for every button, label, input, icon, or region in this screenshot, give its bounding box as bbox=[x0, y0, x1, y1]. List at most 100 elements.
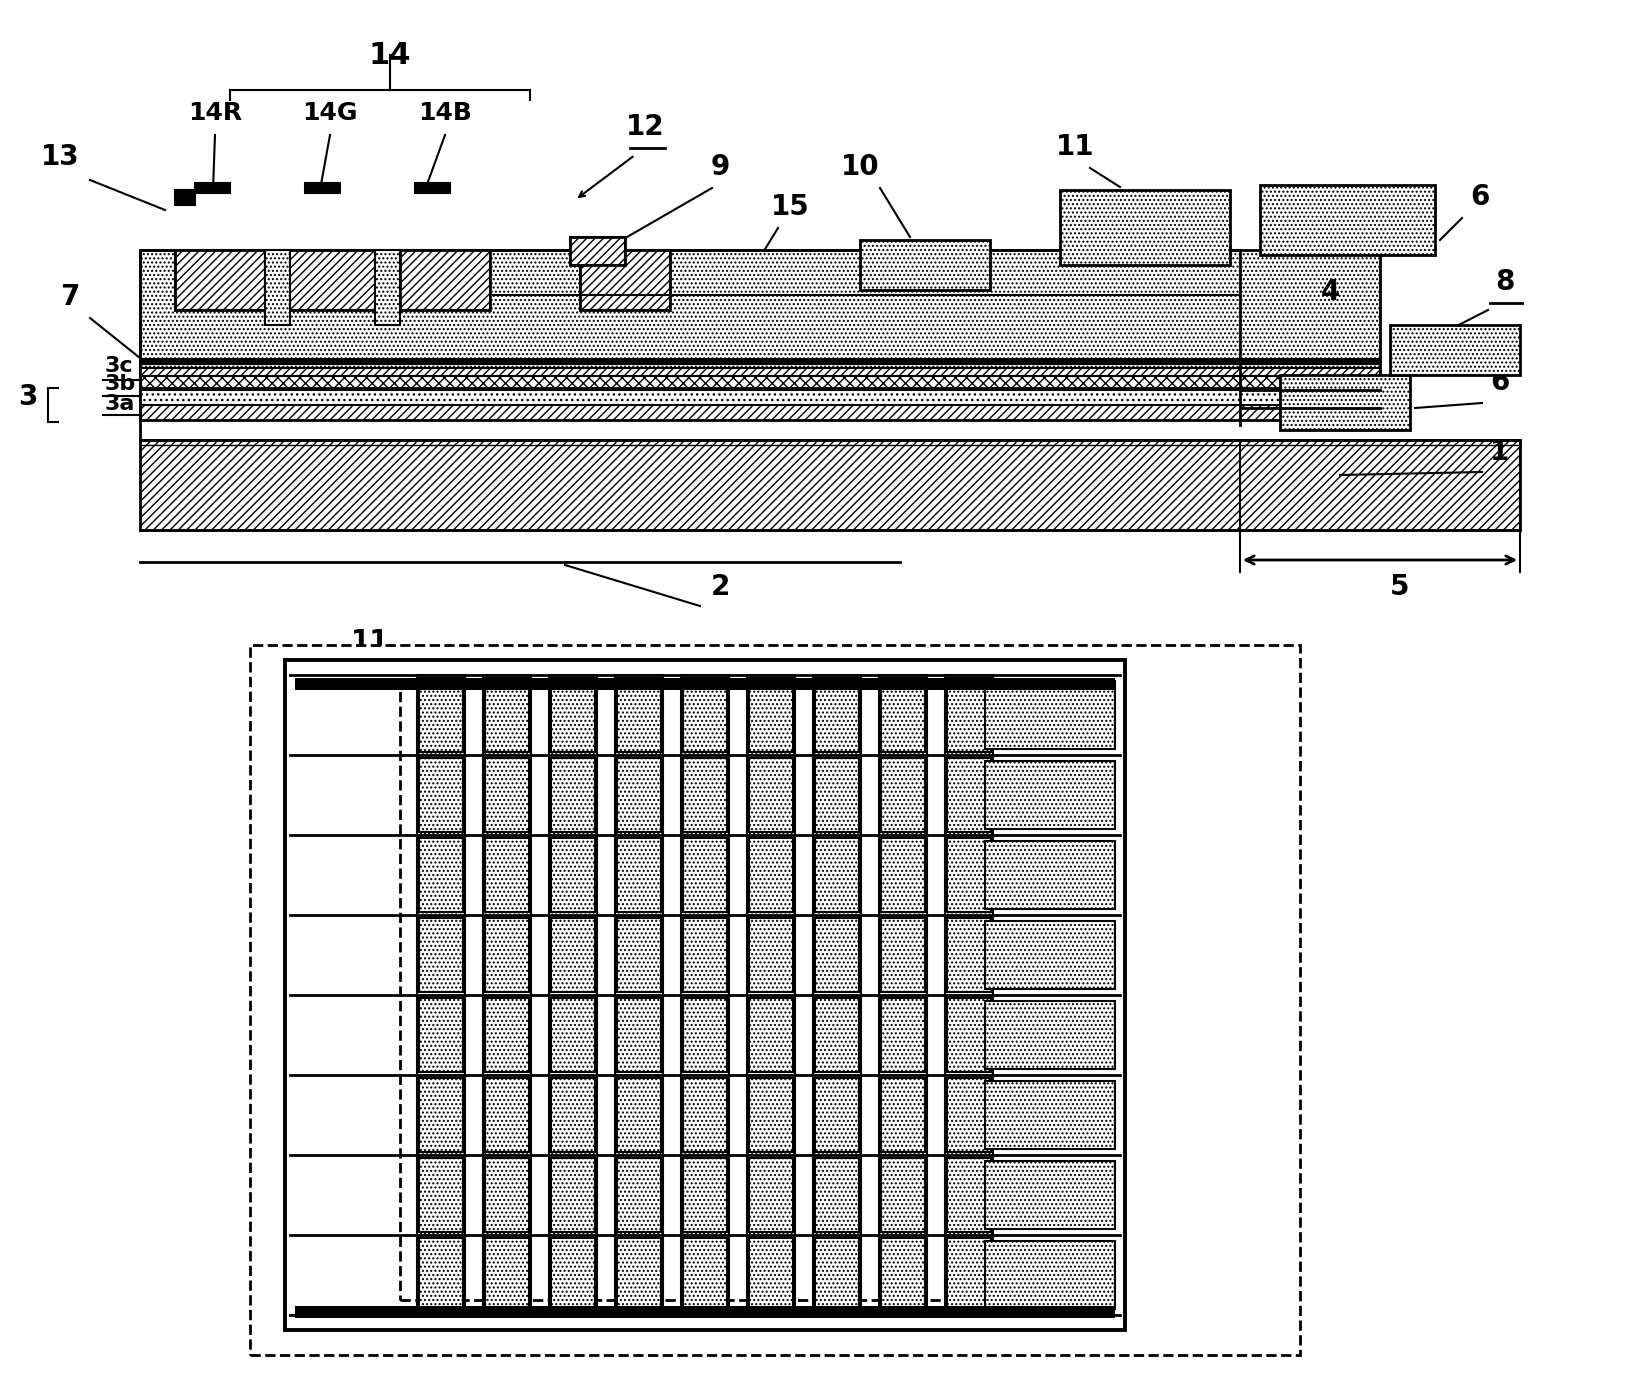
Bar bbox=[140, 371, 1380, 388]
Bar bbox=[485, 758, 529, 833]
Bar bbox=[617, 838, 661, 912]
Bar bbox=[881, 1079, 925, 1152]
Bar bbox=[986, 681, 1114, 749]
Bar bbox=[174, 190, 195, 204]
Bar bbox=[174, 250, 266, 310]
Bar bbox=[749, 678, 793, 752]
Bar bbox=[419, 917, 463, 992]
Text: 11: 11 bbox=[350, 628, 389, 656]
Bar bbox=[683, 838, 727, 912]
Bar bbox=[419, 1079, 463, 1152]
Text: 3: 3 bbox=[18, 384, 37, 411]
Text: 7: 7 bbox=[60, 284, 80, 311]
Bar bbox=[249, 645, 1300, 1355]
Text: 14: 14 bbox=[368, 40, 411, 70]
Bar bbox=[617, 1079, 661, 1152]
Text: 8: 8 bbox=[1495, 268, 1515, 296]
Bar bbox=[946, 678, 990, 752]
Bar bbox=[617, 998, 661, 1072]
Text: 10: 10 bbox=[841, 153, 880, 181]
Bar bbox=[814, 998, 858, 1072]
Text: 14R: 14R bbox=[187, 101, 243, 125]
Bar bbox=[617, 758, 661, 833]
Bar bbox=[617, 678, 661, 752]
Bar bbox=[375, 250, 401, 325]
Text: 15: 15 bbox=[270, 828, 310, 856]
Bar bbox=[295, 678, 1114, 689]
Bar bbox=[749, 1079, 793, 1152]
Text: 4: 4 bbox=[1321, 278, 1339, 306]
Bar bbox=[881, 1238, 925, 1312]
Text: 12: 12 bbox=[626, 113, 665, 140]
Bar bbox=[986, 1241, 1114, 1309]
Bar bbox=[946, 1158, 990, 1232]
Bar bbox=[285, 660, 1126, 1330]
Text: 4: 4 bbox=[1175, 833, 1194, 860]
Bar bbox=[683, 678, 727, 752]
Bar bbox=[551, 1238, 595, 1312]
Bar bbox=[946, 838, 990, 912]
Bar bbox=[419, 998, 463, 1072]
Bar bbox=[415, 183, 450, 193]
Bar bbox=[174, 250, 266, 310]
Bar bbox=[140, 441, 1520, 530]
Bar bbox=[401, 250, 490, 310]
Bar bbox=[580, 250, 670, 310]
Bar bbox=[814, 917, 858, 992]
Bar bbox=[881, 678, 925, 752]
Bar bbox=[1390, 325, 1520, 375]
Bar bbox=[140, 391, 1380, 404]
Bar bbox=[140, 359, 1380, 366]
Bar bbox=[551, 998, 595, 1072]
Bar bbox=[266, 250, 290, 325]
Bar bbox=[881, 998, 925, 1072]
Bar bbox=[860, 240, 990, 291]
Bar bbox=[814, 838, 858, 912]
Bar bbox=[617, 1158, 661, 1232]
Bar bbox=[485, 1158, 529, 1232]
Bar bbox=[1060, 190, 1230, 265]
Bar bbox=[551, 838, 595, 912]
Bar bbox=[986, 1161, 1114, 1229]
Text: 6: 6 bbox=[1471, 183, 1489, 211]
Bar bbox=[683, 998, 727, 1072]
Bar bbox=[683, 1158, 727, 1232]
Bar bbox=[749, 838, 793, 912]
Text: 2: 2 bbox=[710, 573, 730, 600]
Bar bbox=[683, 1238, 727, 1312]
Bar bbox=[946, 1238, 990, 1312]
Bar bbox=[986, 922, 1114, 990]
Bar bbox=[946, 758, 990, 833]
Bar bbox=[551, 678, 595, 752]
Bar bbox=[570, 238, 626, 265]
Bar bbox=[681, 676, 730, 1315]
Bar bbox=[814, 1079, 858, 1152]
Bar bbox=[419, 838, 463, 912]
Bar bbox=[485, 998, 529, 1072]
Bar bbox=[140, 250, 1380, 370]
Bar bbox=[946, 998, 990, 1072]
Bar bbox=[881, 838, 925, 912]
Bar bbox=[419, 1158, 463, 1232]
Bar bbox=[580, 250, 670, 310]
Text: 14B: 14B bbox=[419, 101, 472, 125]
Bar bbox=[570, 238, 626, 265]
Bar bbox=[749, 1238, 793, 1312]
Bar bbox=[683, 917, 727, 992]
Bar bbox=[285, 250, 375, 310]
Bar bbox=[749, 998, 793, 1072]
Bar bbox=[140, 402, 1380, 420]
Bar bbox=[986, 1001, 1114, 1069]
Bar bbox=[617, 1238, 661, 1312]
Text: 5: 5 bbox=[1390, 573, 1409, 600]
Text: 6: 6 bbox=[1491, 368, 1510, 396]
Bar bbox=[305, 183, 340, 193]
Text: 15: 15 bbox=[771, 193, 810, 221]
Bar bbox=[484, 676, 531, 1315]
Text: 5: 5 bbox=[1165, 973, 1184, 1001]
Bar bbox=[881, 917, 925, 992]
Bar bbox=[749, 1158, 793, 1232]
Bar bbox=[814, 1158, 858, 1232]
Bar bbox=[749, 758, 793, 833]
Bar bbox=[485, 1238, 529, 1312]
